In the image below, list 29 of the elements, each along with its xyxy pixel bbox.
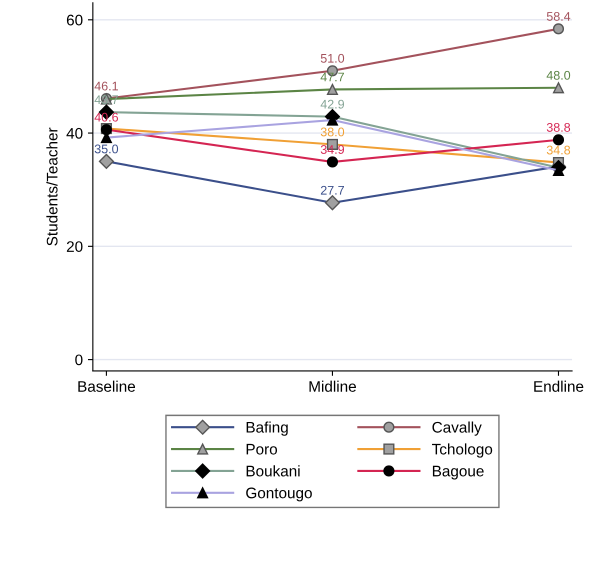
legend-label: Bafing xyxy=(246,421,288,436)
y-tick-label: 40 xyxy=(66,128,83,139)
data-label: 27.7 xyxy=(320,186,344,195)
legend-label: Boukani xyxy=(246,465,300,476)
y-tick-label: 20 xyxy=(66,241,83,252)
y-tick-label: 0 xyxy=(75,354,83,366)
y-tick-label: 60 xyxy=(66,14,83,26)
legend-label: Bagoue xyxy=(432,466,484,480)
data-label: 38.0 xyxy=(320,128,344,136)
data-label: 35.0 xyxy=(94,144,118,154)
legend-label: Cavally xyxy=(432,421,482,436)
data-label: 34.8 xyxy=(546,146,570,154)
data-label: 38.8 xyxy=(546,122,570,132)
legend-label: Tchologo xyxy=(432,443,492,458)
point xyxy=(326,84,338,96)
data-label: 58.4 xyxy=(546,12,570,21)
data-label: 34.9 xyxy=(320,145,344,154)
x-tick-label: Endline xyxy=(534,380,584,392)
y-axis-title: Students/Teacher xyxy=(46,128,58,246)
data-label: 46.1 xyxy=(94,82,118,90)
point xyxy=(552,82,564,94)
legend-label: Poro xyxy=(246,444,278,455)
data-label: 48.0 xyxy=(546,70,570,80)
data-label: 51.0 xyxy=(320,54,344,63)
legend-label: Gontougo xyxy=(246,488,312,502)
x-tick-label: Baseline xyxy=(78,380,136,392)
x-tick-label: Midline xyxy=(310,380,356,392)
data-label: 42.9 xyxy=(320,100,344,109)
data-label: 47.7 xyxy=(320,72,344,82)
